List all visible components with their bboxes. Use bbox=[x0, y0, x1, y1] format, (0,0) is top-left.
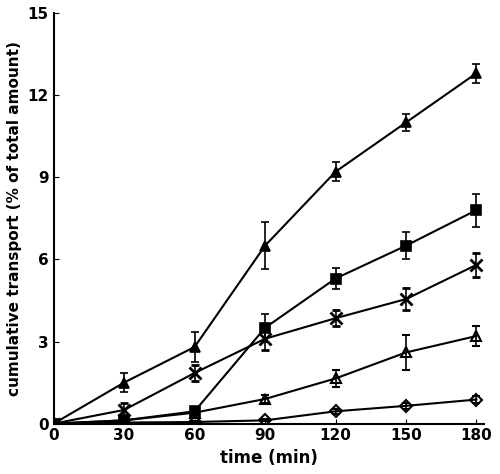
X-axis label: time (min): time (min) bbox=[220, 449, 318, 467]
Y-axis label: cumulative transport (% of total amount): cumulative transport (% of total amount) bbox=[7, 41, 22, 396]
